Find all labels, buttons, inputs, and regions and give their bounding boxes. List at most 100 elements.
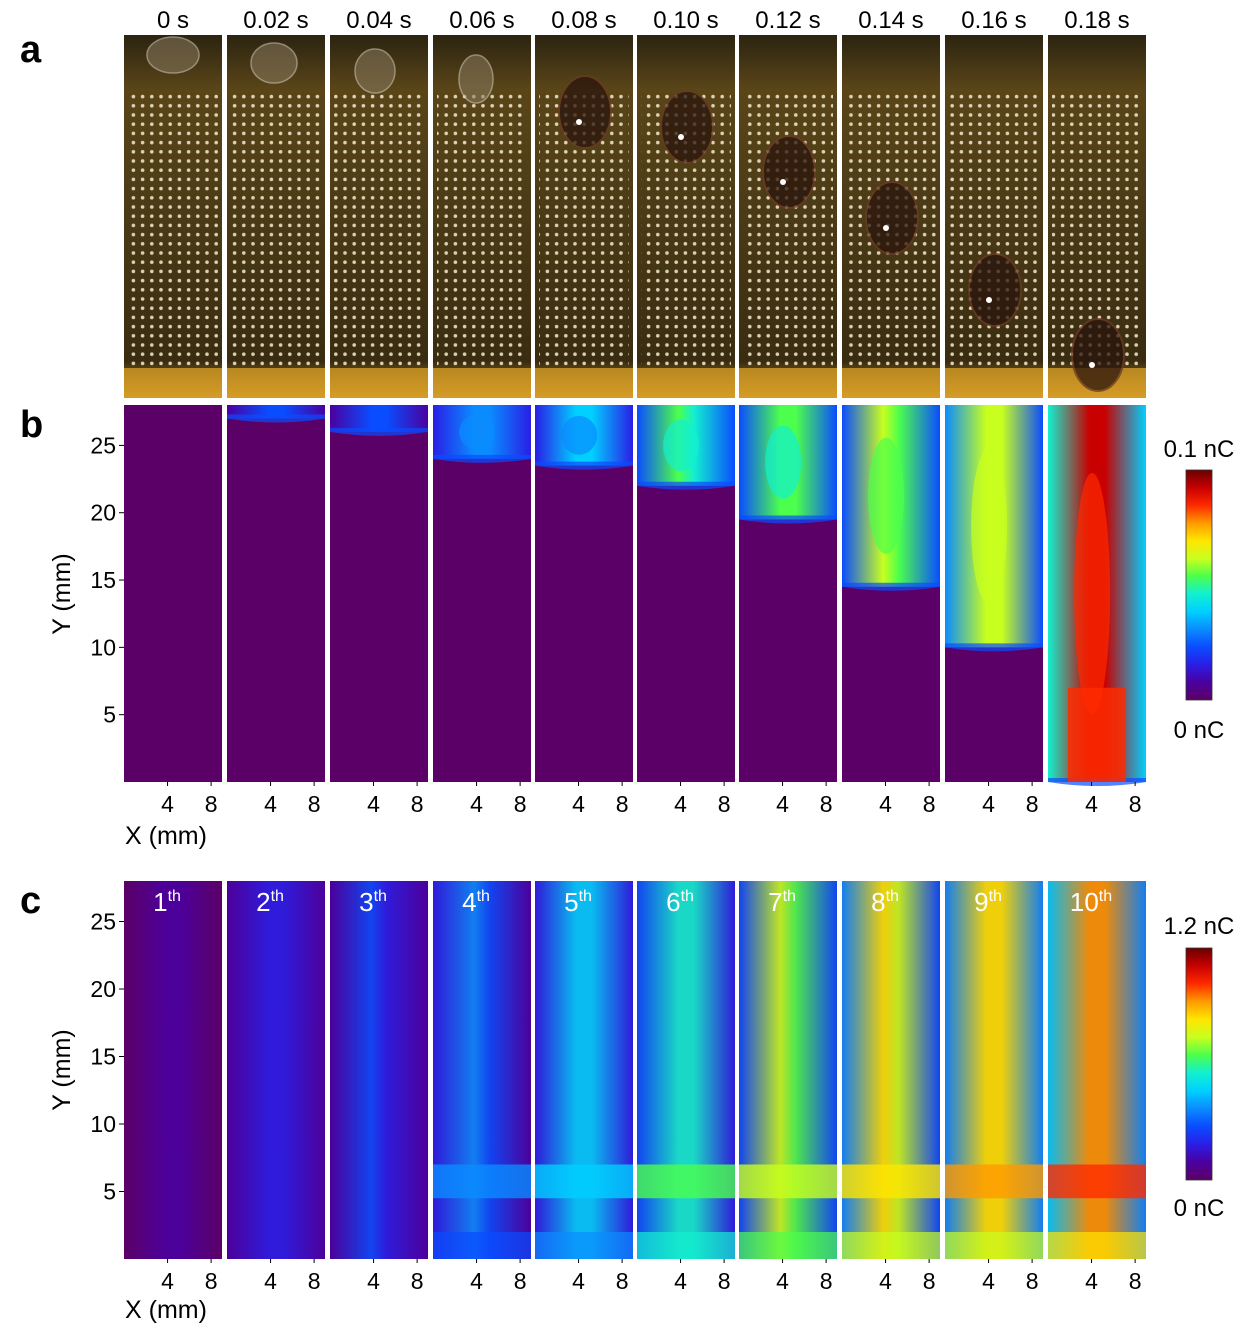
time-label: 0.06 s [449,7,514,34]
charge-core [663,419,700,472]
time-label: 0.10 s [653,7,718,34]
droplet [762,135,816,209]
cycle-map: 3th [330,881,428,1259]
bottom-edge [945,368,1043,398]
time-map [739,405,837,782]
time-map [535,405,633,782]
x-tick-label: 4 [776,1268,789,1294]
panel-c-y-axis-label: Y (mm) [48,1029,76,1110]
x-tick-label: 4 [674,791,687,817]
charge-band-bottom [842,1232,940,1259]
charge-core [971,448,1008,604]
time-map [330,405,428,782]
charge-band [945,1164,1043,1199]
cycle-map: 7th [739,881,837,1259]
x-tick-label: 8 [308,1268,321,1294]
map-background [433,405,531,782]
bottom-edge [124,368,222,398]
droplet [968,253,1022,327]
electrode-array [128,92,218,370]
charge-front [945,643,1043,652]
droplet [146,36,200,74]
cycle-label: 2th [256,887,284,917]
droplet [660,90,714,164]
cycle-map: 2th [227,881,325,1259]
droplet [558,75,612,149]
x-tick-label: 4 [470,791,483,817]
bottom-edge [739,368,837,398]
charge-band [739,1164,837,1199]
panel-c-charge-maps: 1th 4 8 2th 4 8 3th 4 8 4th 4 8 5th 4 8 6th 4 8 7th 4 8 8th 4 8… [90,881,1146,1294]
panel-b-colorbar: 0.1 nC 0 nC [1164,436,1235,744]
charge-field [1048,881,1146,1259]
droplet [458,54,494,104]
time-label: 0 s [157,7,189,34]
x-tick-label: 8 [718,791,731,817]
x-tick-label: 8 [514,1268,527,1294]
charge-band [433,1164,531,1199]
colorbar-max-label: 0.1 nC [1164,436,1235,463]
droplet [1071,318,1125,392]
x-tick-label: 4 [572,791,585,817]
x-tick-label: 8 [514,791,527,817]
charge-band-bottom [1048,1232,1146,1259]
panel-b-label: b [20,404,43,446]
charge-front [227,414,325,423]
x-tick-label: 8 [1129,791,1142,817]
time-label: 0.02 s [243,7,308,34]
x-tick-label: 8 [411,1268,424,1294]
x-tick-label: 4 [264,1268,277,1294]
y-tick-label: 20 [90,976,116,1002]
colorbar-min-label: 0 nC [1174,717,1225,744]
cycle-map: 4th [433,881,531,1259]
x-tick-label: 4 [1085,791,1098,817]
x-tick-label: 8 [923,1268,936,1294]
charge-front [637,481,735,490]
x-tick-label: 4 [161,1268,174,1294]
time-map [637,405,735,782]
bottom-edge [637,368,735,398]
y-tick-label: 10 [90,634,116,660]
charge-core [868,437,905,555]
x-tick-label: 8 [205,1268,218,1294]
x-tick-label: 4 [674,1268,687,1294]
x-tick-label: 4 [776,791,789,817]
charge-band [1048,1164,1146,1199]
droplet-highlight [780,179,786,185]
x-tick-label: 8 [411,791,424,817]
droplet [354,48,396,94]
droplet-highlight [678,134,684,140]
x-tick-label: 4 [1085,1268,1098,1294]
bottom-edge [330,368,428,398]
time-label: 0.04 s [346,7,411,34]
x-tick-label: 4 [879,791,892,817]
charge-field [842,881,940,1259]
x-tick-label: 8 [616,791,629,817]
bottom-edge [227,368,325,398]
time-map [124,405,222,782]
y-tick-label: 5 [103,702,116,728]
electrode-array [437,92,527,370]
charge-front [535,461,633,470]
charge-front [739,515,837,524]
charge-hotspot [1068,687,1126,782]
charge-band-bottom [433,1232,531,1259]
charge-band [637,1164,735,1199]
x-tick-label: 4 [879,1268,892,1294]
bottom-edge [535,368,633,398]
time-label: 0.16 s [961,7,1026,34]
x-tick-label: 8 [820,1268,833,1294]
cycle-label: 6th [666,887,694,917]
cycle-label: 9th [974,887,1002,917]
x-tick-label: 8 [718,1268,731,1294]
charge-core [765,425,802,499]
charge-field [433,881,531,1259]
time-map [842,405,940,782]
x-tick-label: 4 [470,1268,483,1294]
time-map [1048,405,1146,786]
charge-core [561,415,598,455]
cycle-map: 10th [1048,881,1146,1259]
bottom-edge [433,368,531,398]
charge-core [1074,472,1111,715]
